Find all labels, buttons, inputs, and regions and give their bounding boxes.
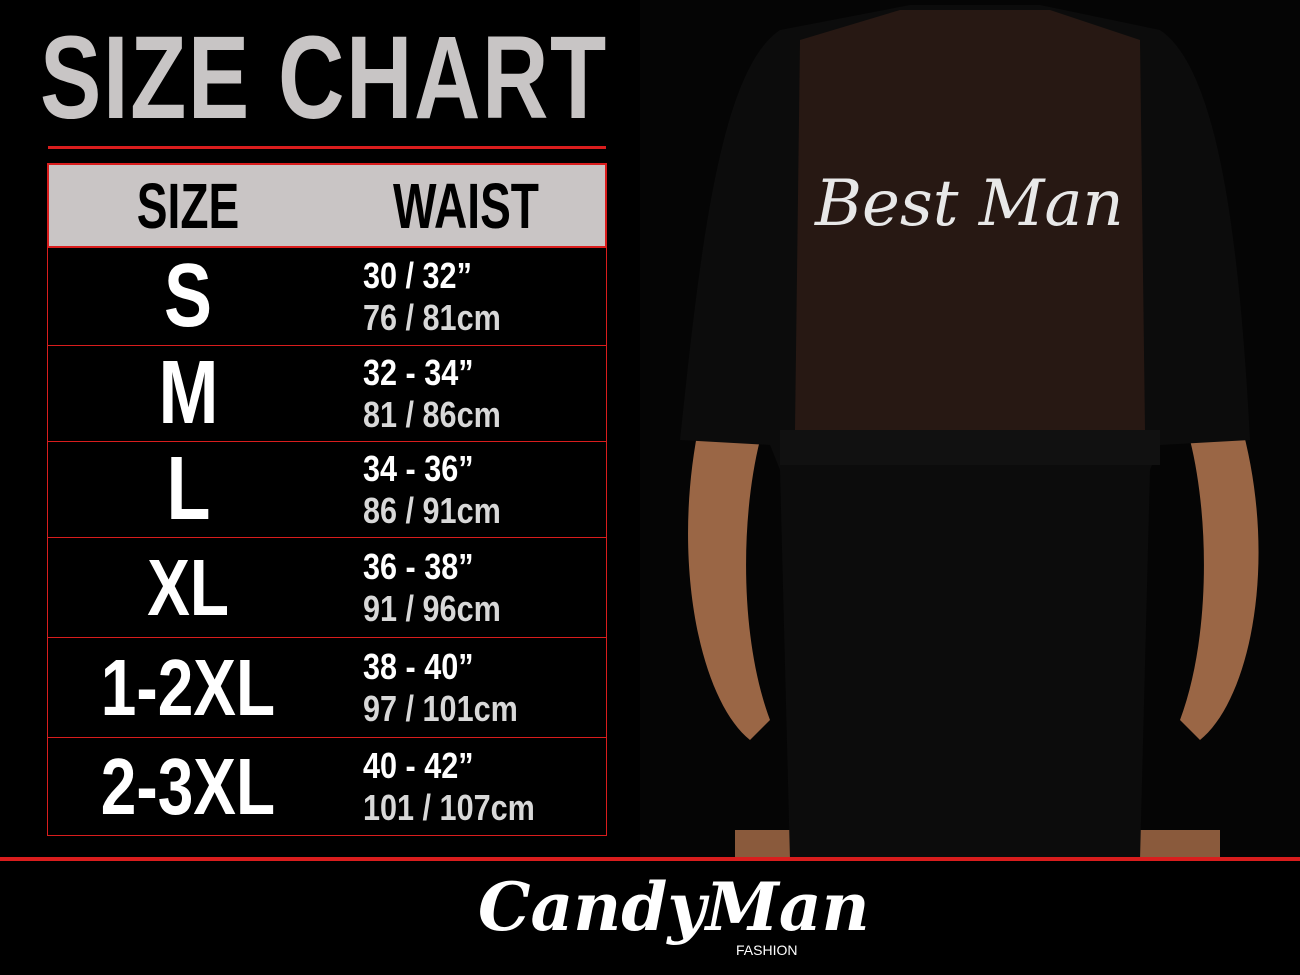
table-header: SIZE WAIST — [47, 163, 607, 248]
waist-cm: 81 / 86cm — [363, 393, 501, 435]
size-label: 1-2XL — [48, 642, 328, 734]
waist-cm: 76 / 81cm — [363, 296, 501, 338]
brand-logo: CandyMan — [478, 868, 870, 946]
waist-cm: 97 / 101cm — [363, 687, 518, 729]
size-label: M — [48, 342, 328, 445]
table-row: 1-2XL 38 - 40” 97 / 101cm — [47, 638, 607, 738]
garment-print-text: Best Man — [814, 167, 1124, 241]
waist-inches: 30 / 32” — [363, 254, 472, 296]
waist-measurement: 30 / 32” 76 / 81cm — [363, 255, 525, 339]
size-label: XL — [48, 542, 328, 634]
table-row: L 34 - 36” 86 / 91cm — [47, 439, 607, 539]
header-size: SIZE — [136, 169, 240, 242]
size-label: S — [48, 245, 328, 348]
table-row: S 30 / 32” 76 / 81cm — [47, 245, 607, 348]
waist-measurement: 34 - 36” 86 / 91cm — [363, 448, 525, 532]
header-waist: WAIST — [393, 169, 539, 242]
waist-inches: 36 - 38” — [363, 545, 474, 587]
footer-divider — [0, 857, 1300, 861]
size-value: L — [165, 439, 210, 539]
table-row: M 32 - 34” 81 / 86cm — [47, 343, 607, 443]
waist-measurement: 38 - 40” 97 / 101cm — [363, 646, 545, 730]
waist-measurement: 40 - 42” 101 / 107cm — [363, 745, 565, 829]
waist-cm: 101 / 107cm — [363, 786, 535, 828]
waist-inches: 40 - 42” — [363, 744, 474, 786]
waist-measurement: 36 - 38” 91 / 96cm — [363, 546, 525, 630]
size-value: S — [163, 246, 213, 346]
waist-measurement: 32 - 34” 81 / 86cm — [363, 352, 525, 436]
waist-cm: 86 / 91cm — [363, 489, 501, 531]
waist-inches: 34 - 36” — [363, 447, 474, 489]
size-value: M — [157, 343, 218, 443]
waist-inches: 32 - 34” — [363, 351, 474, 393]
size-label: L — [48, 438, 328, 541]
table-row: 2-3XL 40 - 42” 101 / 107cm — [47, 738, 607, 836]
size-label: 2-3XL — [48, 741, 328, 833]
table-row: XL 36 - 38” 91 / 96cm — [47, 538, 607, 638]
product-photo: Best Man — [640, 0, 1300, 860]
waist-inches: 38 - 40” — [363, 645, 474, 687]
size-table: SIZE WAIST S 30 / 32” 76 / 81cm M 32 - 34”… — [47, 163, 607, 836]
size-value: XL — [147, 542, 229, 632]
size-value: 1-2XL — [100, 642, 276, 732]
title-divider — [48, 146, 606, 149]
size-value: 2-3XL — [100, 741, 276, 831]
brand-sub: FASHION — [736, 942, 798, 958]
page-title: SIZE CHART — [40, 12, 608, 144]
waist-cm: 91 / 96cm — [363, 587, 501, 629]
